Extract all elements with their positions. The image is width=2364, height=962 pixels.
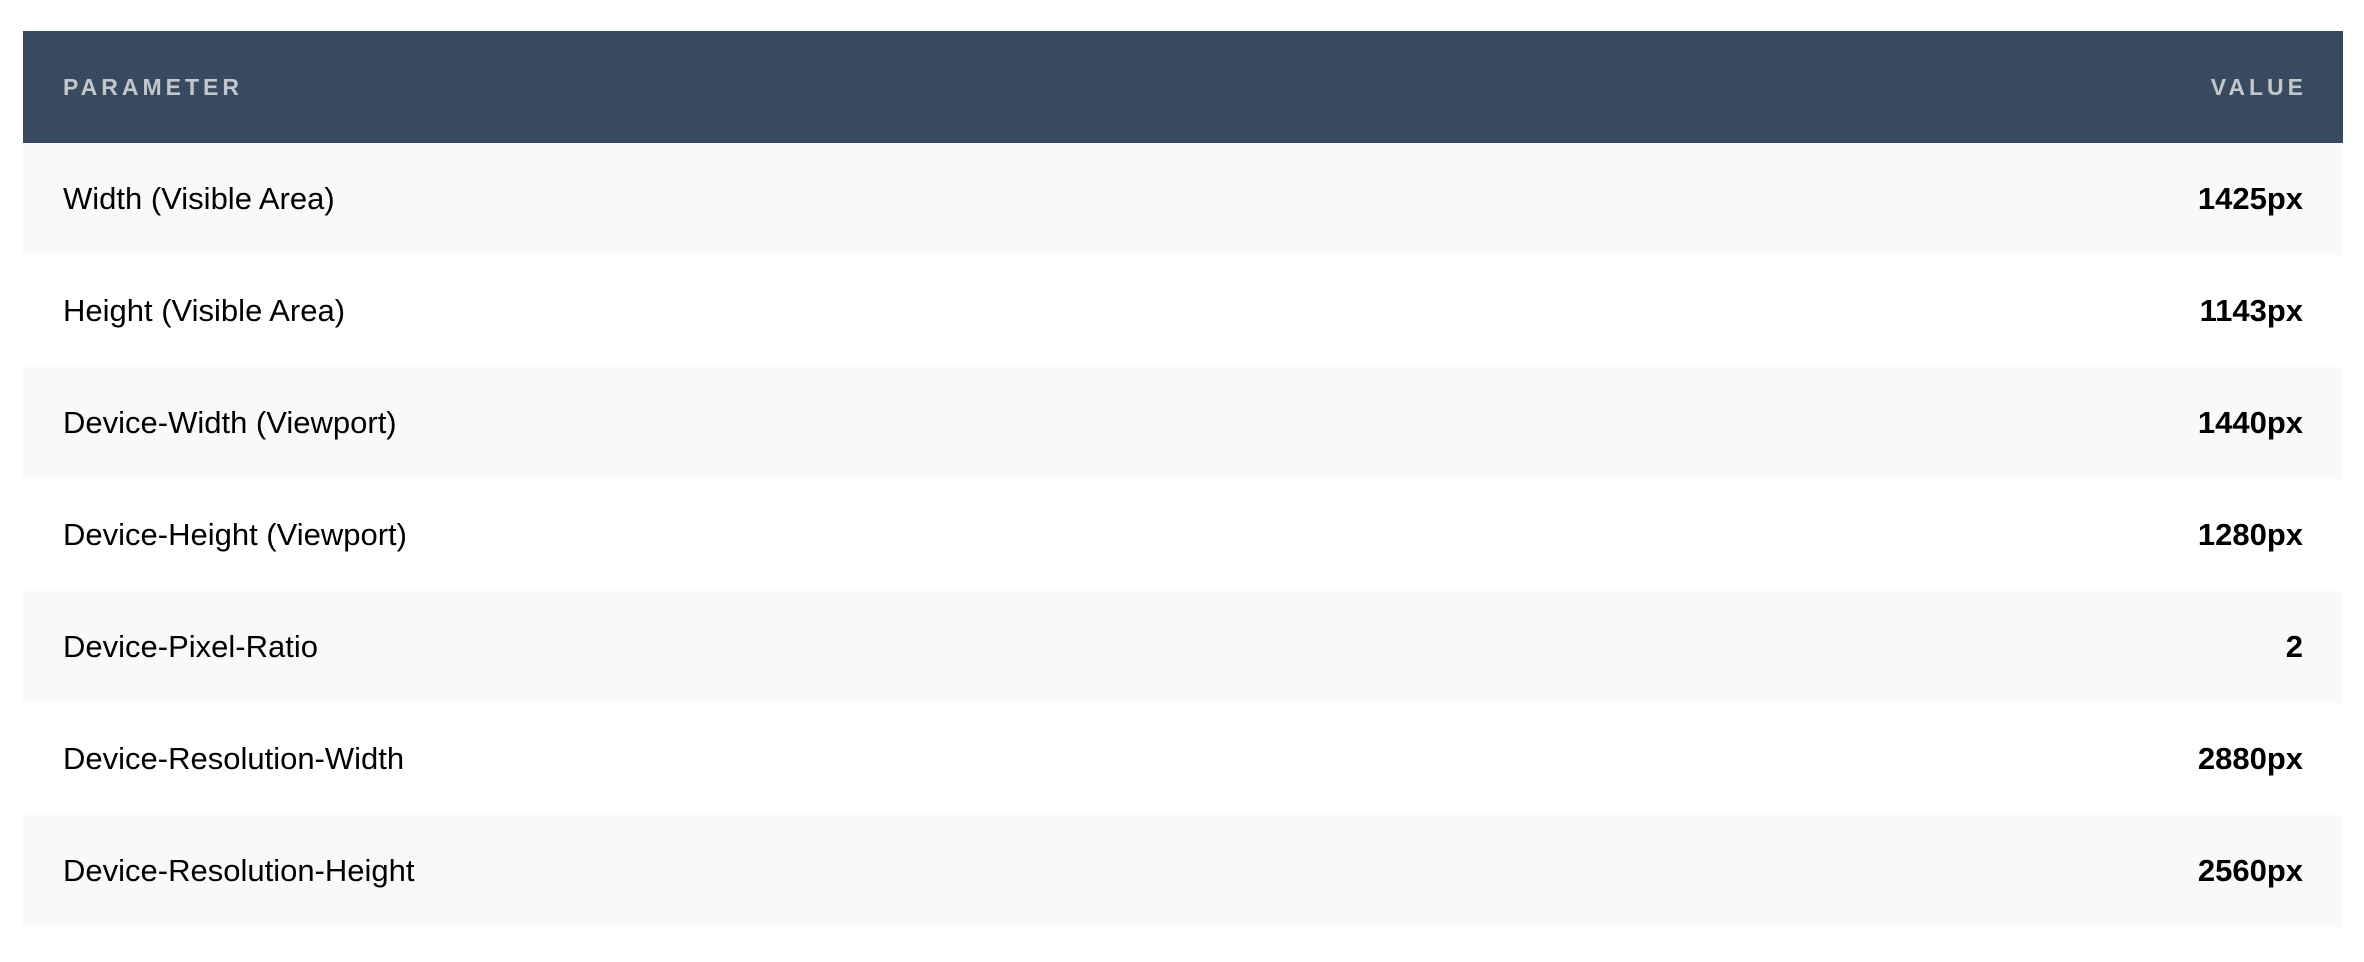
value-cell: 1143px: [1646, 255, 2343, 367]
value-cell: 2560px: [1646, 815, 2343, 927]
table-row: Height (Visible Area) 1143px: [23, 255, 2343, 367]
column-header-value: VALUE: [1646, 31, 2343, 143]
table-row: Device-Height (Viewport) 1280px: [23, 479, 2343, 591]
parameter-cell: Device-Width (Viewport): [23, 367, 1647, 479]
value-cell: 1280px: [1646, 479, 2343, 591]
table-header-row: PARAMETER VALUE: [23, 31, 2343, 143]
value-cell: 1425px: [1646, 143, 2343, 255]
table-row: Device-Pixel-Ratio 2: [23, 591, 2343, 703]
value-cell: 2880px: [1646, 703, 2343, 815]
table-row: Device-Resolution-Width 2880px: [23, 703, 2343, 815]
table-row: Device-Resolution-Height 2560px: [23, 815, 2343, 927]
parameters-table: PARAMETER VALUE Width (Visible Area) 1425…: [23, 31, 2343, 927]
column-header-parameter: PARAMETER: [23, 31, 1647, 143]
table-row: Width (Visible Area) 1425px: [23, 143, 2343, 255]
value-cell: 1440px: [1646, 367, 2343, 479]
parameter-cell: Device-Pixel-Ratio: [23, 591, 1647, 703]
parameter-cell: Width (Visible Area): [23, 143, 1647, 255]
table-row: Device-Width (Viewport) 1440px: [23, 367, 2343, 479]
parameter-cell: Height (Visible Area): [23, 255, 1647, 367]
parameter-cell: Device-Height (Viewport): [23, 479, 1647, 591]
parameter-cell: Device-Resolution-Width: [23, 703, 1647, 815]
parameter-cell: Device-Resolution-Height: [23, 815, 1647, 927]
value-cell: 2: [1646, 591, 2343, 703]
